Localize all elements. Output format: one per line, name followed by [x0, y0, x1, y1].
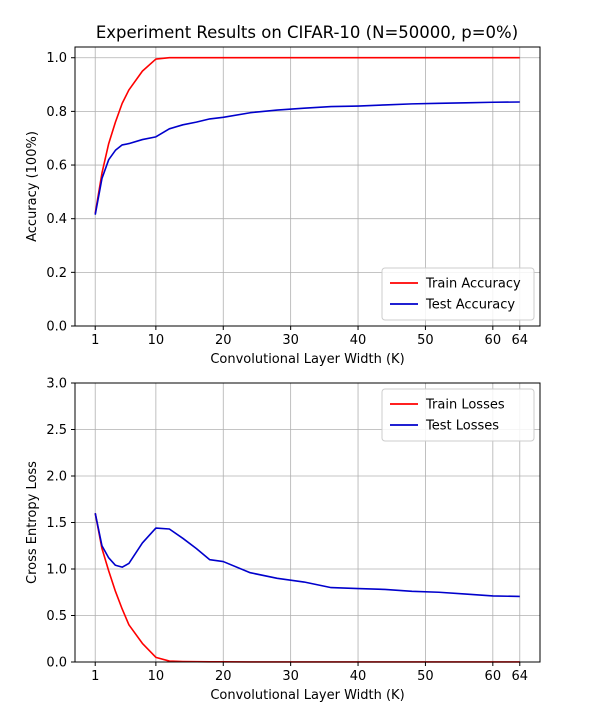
accuracy-x-tick-label: 1 — [91, 333, 99, 348]
loss-y-tick-label: 0.0 — [46, 656, 67, 671]
accuracy-x-tick-label: 40 — [350, 333, 367, 348]
accuracy-legend-box — [381, 267, 535, 321]
loss-x-tick-label: 40 — [350, 669, 367, 684]
accuracy-x-tick-label: 60 — [485, 333, 502, 348]
accuracy-y-axis-label: Accuracy (100%) — [25, 131, 40, 242]
accuracy-x-tick-label: 20 — [215, 333, 232, 348]
accuracy-x-axis-label: Convolutional Layer Width (K) — [210, 352, 404, 367]
accuracy-x-tick-label: 10 — [148, 333, 165, 348]
loss-y-tick-label: 2.0 — [46, 470, 67, 485]
loss-chart: 1 10 20 30 40 50 60 64 0.0 0.5 1.0 1.5 2.0 2.5 3.0 Conv… — [25, 377, 541, 703]
accuracy-chart: 1 10 20 30 40 50 60 64 0.0 0.2 0.4 0.6 0.8 1.0 Convolu… — [25, 46, 541, 367]
loss-y-tick-label: 2.5 — [46, 423, 67, 438]
accuracy-legend-label-train-accuracy: Train Accuracy — [425, 277, 521, 292]
accuracy-series-train-accuracy — [94, 56, 520, 214]
figure-title: Experiment Results on CIFAR-10 (N=50000,… — [96, 23, 518, 42]
loss-x-tick-label: 20 — [215, 669, 232, 684]
accuracy-series-test-accuracy — [94, 101, 520, 215]
loss-x-tick-label: 1 — [91, 669, 99, 684]
loss-x-tick-label: 60 — [485, 669, 502, 684]
loss-series-test-losses — [94, 513, 520, 598]
accuracy-x-tick-label: 64 — [512, 333, 529, 348]
accuracy-y-tick-label: 1.0 — [46, 51, 67, 66]
accuracy-y-tick-label: 0.4 — [46, 212, 67, 227]
loss-x-tick-label: 50 — [417, 669, 434, 684]
loss-y-axis-label: Cross Entropy Loss — [25, 461, 40, 584]
loss-legend: Train Losses Test Losses — [381, 388, 535, 442]
loss-series-train-losses — [94, 513, 520, 663]
accuracy-y-tick-label: 0.8 — [46, 105, 67, 120]
accuracy-legend-label-test-accuracy: Test Accuracy — [425, 298, 515, 313]
loss-y-tick-label: 3.0 — [46, 377, 67, 392]
accuracy-y-tick-label: 0.6 — [46, 159, 67, 174]
loss-x-tick-label: 64 — [512, 669, 529, 684]
accuracy-plot-frame — [74, 46, 541, 327]
accuracy-x-tick-label: 50 — [417, 333, 434, 348]
accuracy-legend: Train Accuracy Test Accuracy — [381, 267, 535, 321]
accuracy-y-tick-label: 0.0 — [46, 320, 67, 335]
loss-y-tick-label: 1.5 — [46, 516, 67, 531]
loss-legend-label-train-losses: Train Losses — [425, 398, 505, 413]
loss-y-tick-label: 1.0 — [46, 563, 67, 578]
loss-x-axis-label: Convolutional Layer Width (K) — [210, 688, 404, 703]
loss-x-tick-label: 10 — [148, 669, 165, 684]
accuracy-y-tick-label: 0.2 — [46, 266, 67, 281]
accuracy-x-tick-label: 30 — [282, 333, 299, 348]
loss-x-tick-label: 30 — [282, 669, 299, 684]
loss-legend-box — [381, 388, 535, 442]
loss-y-tick-label: 0.5 — [46, 609, 67, 624]
loss-legend-label-test-losses: Test Losses — [425, 419, 499, 434]
